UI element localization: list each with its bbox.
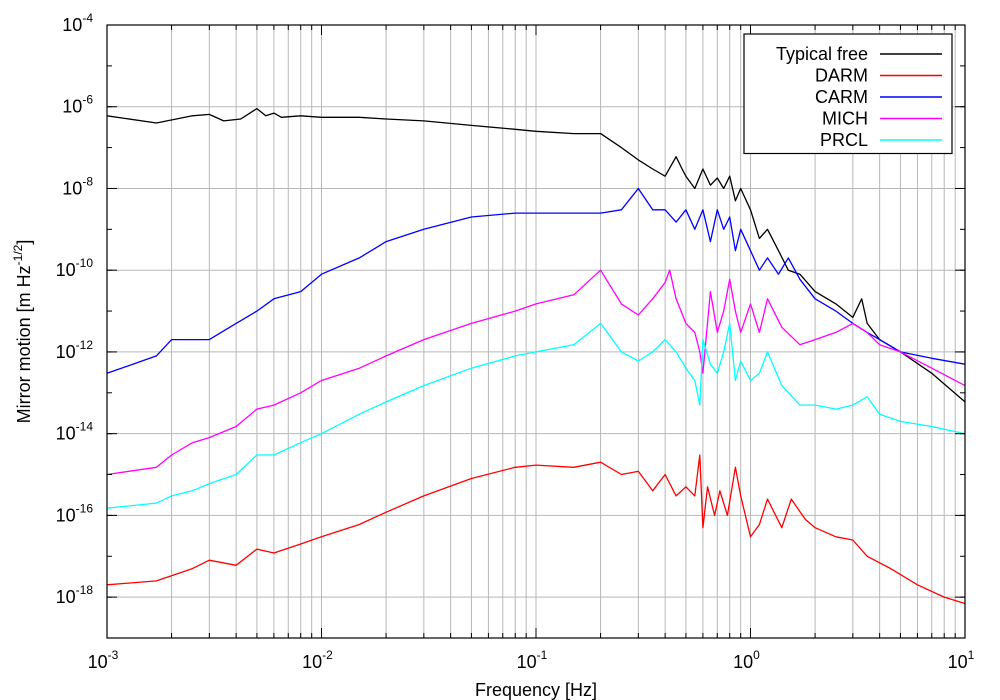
- y-tick-label-exponent: -18: [76, 583, 94, 597]
- y-tick-label-exponent: -12: [76, 338, 94, 352]
- y-tick-label-exponent: -6: [82, 93, 93, 107]
- legend-label: CARM: [815, 87, 868, 107]
- x-tick-label-base: 10: [302, 652, 322, 672]
- y-tick-label-exponent: -16: [76, 501, 94, 515]
- y-tick-label-exponent: -10: [76, 256, 94, 270]
- y-tick-label: 10-6: [62, 93, 93, 117]
- y-tick-label-base: 10: [56, 342, 76, 362]
- y-tick-label-base: 10: [62, 97, 82, 117]
- x-tick-label-exponent: 1: [968, 648, 975, 662]
- y-tick-label: 10-16: [56, 501, 94, 525]
- x-tick-label-exponent: -3: [108, 648, 119, 662]
- x-tick-label: 100: [733, 648, 760, 672]
- x-tick-label: 10-3: [88, 648, 119, 672]
- y-tick-label-exponent: -14: [76, 420, 94, 434]
- y-tick-label: 10-18: [56, 583, 94, 607]
- label-layer: Frequency [Hz] Mirror motion [m Hz-1/2]: [11, 240, 597, 700]
- y-axis-label-close: ]: [14, 240, 34, 245]
- x-tick-label-exponent: -2: [322, 648, 333, 662]
- y-tick-label-base: 10: [56, 505, 76, 525]
- y-tick-label: 10-8: [62, 174, 93, 198]
- series-line-darm: [106, 454, 966, 605]
- x-axis-label: Frequency [Hz]: [475, 680, 597, 700]
- series-layer: [106, 107, 966, 605]
- x-tick-label-base: 10: [948, 652, 968, 672]
- tick-layer: 10-3 10-2 10-1 100 10110-410-610-810-1010-12…: [56, 11, 975, 672]
- legend-label: MICH: [822, 109, 868, 129]
- y-tick-label-base: 10: [56, 260, 76, 280]
- series-line-prcl: [106, 322, 966, 509]
- y-tick-label: 10-10: [56, 256, 94, 280]
- y-tick-label: 10-12: [56, 338, 94, 362]
- y-tick-label: 10-14: [56, 420, 94, 444]
- y-tick-label-exponent: -4: [82, 11, 93, 25]
- y-axis-label-main: Mirror motion [m Hz: [14, 265, 34, 423]
- series-line-carm: [106, 187, 966, 374]
- legend-label: Typical free: [776, 44, 868, 64]
- series-line-typical-free: [106, 107, 966, 403]
- y-tick-label-base: 10: [56, 587, 76, 607]
- y-tick-label-base: 10: [62, 178, 82, 198]
- y-tick-label: 10-4: [62, 11, 93, 35]
- x-tick-label: 10-2: [302, 648, 333, 672]
- x-tick-label-base: 10: [88, 652, 108, 672]
- x-tick-label-exponent: -1: [537, 648, 548, 662]
- x-tick-label-base: 10: [733, 652, 753, 672]
- series-line-mich: [106, 269, 966, 476]
- y-tick-label-base: 10: [56, 424, 76, 444]
- y-axis-label: Mirror motion [m Hz-1/2]: [11, 240, 34, 424]
- legend-label: PRCL: [820, 130, 868, 150]
- x-tick-label-exponent: 0: [753, 648, 760, 662]
- legend-label: DARM: [815, 66, 868, 86]
- x-tick-label-base: 10: [517, 652, 537, 672]
- y-tick-label-exponent: -8: [82, 174, 93, 188]
- y-axis-label-exponent: -1/2: [11, 244, 25, 265]
- x-tick-label: 10-1: [517, 648, 548, 672]
- y-tick-label-base: 10: [62, 15, 82, 35]
- x-tick-label: 101: [948, 648, 975, 672]
